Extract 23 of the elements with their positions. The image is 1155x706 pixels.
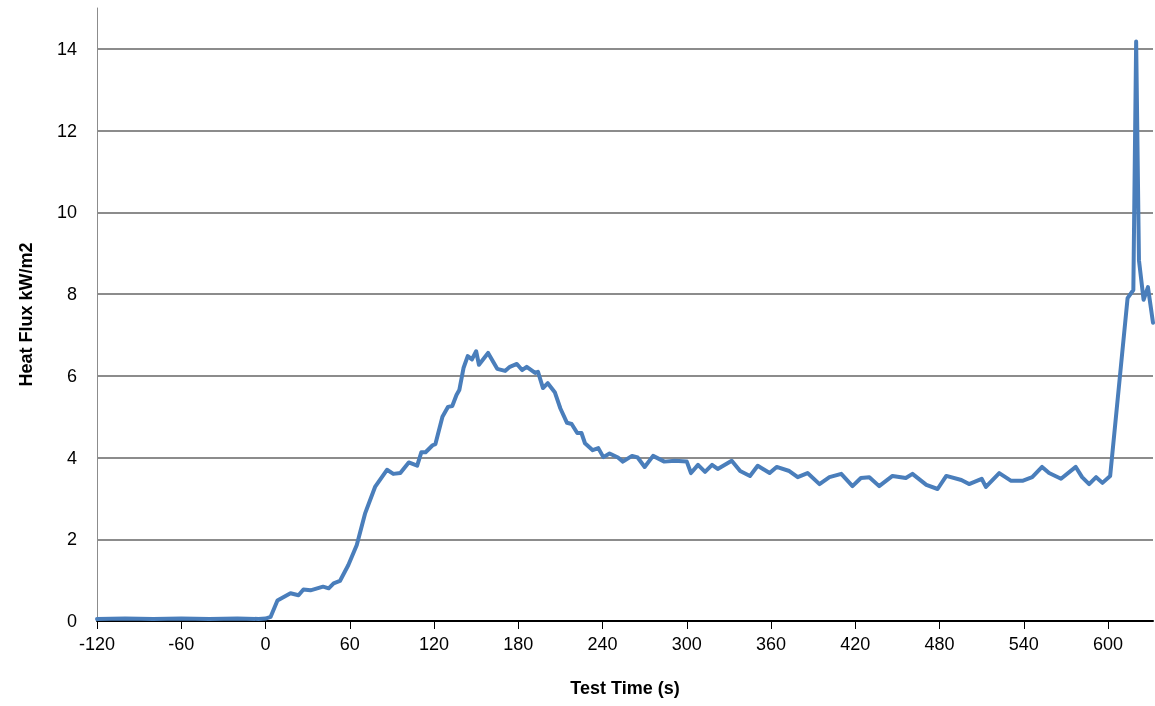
- x-tick-label: 480: [924, 634, 955, 654]
- x-tick-label: 240: [587, 634, 618, 654]
- x-tick-label: -60: [168, 634, 195, 654]
- x-tick-label: 120: [419, 634, 450, 654]
- x-axis-title: Test Time (s): [570, 678, 680, 698]
- x-tick-label: 600: [1093, 634, 1124, 654]
- y-tick-label: 8: [66, 284, 77, 305]
- x-tick-label: 180: [503, 634, 534, 654]
- y-tick-label: 2: [66, 529, 77, 550]
- y-tick-label: 14: [56, 38, 77, 59]
- x-tick-label: 300: [671, 634, 702, 654]
- y-tick-label: 10: [56, 202, 77, 223]
- y-tick-label: 4: [66, 447, 77, 468]
- y-tick-label: 0: [66, 611, 77, 631]
- x-tick-label: 0: [260, 634, 271, 654]
- x-tick-label: 540: [1008, 634, 1039, 654]
- y-tick-label: 12: [56, 120, 77, 141]
- y-tick-label: 6: [66, 365, 77, 386]
- y-axis-title: Heat Flux kW/m2: [16, 242, 36, 387]
- x-tick-label: -120: [78, 634, 116, 654]
- x-tick-label: 420: [840, 634, 871, 654]
- x-tick-label: 60: [339, 634, 360, 654]
- x-tick-label: 360: [756, 634, 787, 654]
